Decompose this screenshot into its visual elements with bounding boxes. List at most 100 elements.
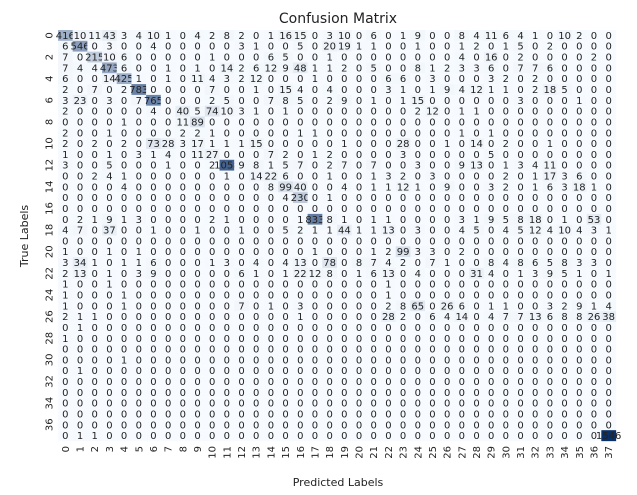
cell-value-label: 0 — [532, 399, 538, 410]
heatmap-cell — [527, 246, 543, 258]
heatmap-cell — [513, 105, 529, 117]
cell-value-label: 10 — [103, 53, 116, 64]
cell-value-label: 0 — [341, 150, 347, 161]
cell-value-label: 0 — [415, 399, 421, 410]
cell-value-label: 6 — [547, 312, 553, 323]
x-tick-label: 3 — [105, 446, 116, 452]
heatmap-cell — [219, 257, 235, 269]
cell-value-label: 38 — [602, 312, 615, 323]
cell-value-label: 0 — [180, 247, 186, 258]
cell-value-label: 1 — [92, 215, 98, 226]
cell-value-label: 0 — [180, 226, 186, 237]
cell-value-label: 7 — [371, 258, 377, 269]
cell-value-label: 5 — [371, 63, 377, 74]
cell-value-label: 0 — [238, 215, 244, 226]
heatmap-cell — [307, 376, 323, 388]
cell-value-label: 0 — [547, 74, 553, 85]
heatmap-cell — [248, 94, 264, 106]
heatmap-cell — [337, 30, 352, 41]
heatmap-cell — [292, 84, 308, 96]
heatmap-cell — [395, 343, 411, 355]
heatmap-cell — [219, 289, 235, 301]
cell-value-label: 1 — [326, 172, 332, 183]
cell-value-label: 0 — [517, 290, 523, 301]
cell-value-label: 0 — [282, 74, 288, 85]
heatmap-cell — [131, 192, 147, 204]
heatmap-cell — [190, 278, 205, 290]
heatmap-cell — [351, 170, 367, 182]
cell-value-label: 0 — [532, 117, 538, 128]
cell-value-label: 0 — [341, 247, 347, 258]
cell-value-label: 0 — [136, 280, 142, 291]
cell-value-label: 1 — [238, 139, 244, 150]
heatmap-cell — [366, 397, 382, 409]
y-tick-label: 36 — [45, 418, 56, 431]
cell-value-label: 0 — [415, 258, 421, 269]
cell-value-label: 3 — [561, 172, 567, 183]
heatmap-cell — [131, 138, 147, 150]
cell-value-label: 0 — [312, 388, 318, 399]
heatmap-cell — [234, 386, 250, 398]
cell-value-label: 0 — [268, 236, 274, 247]
heatmap-cell — [204, 73, 220, 85]
cell-value-label: 5 — [282, 161, 288, 172]
cell-value-label: 1 — [341, 215, 347, 226]
heatmap-cell — [513, 376, 529, 388]
cell-value-label: 0 — [224, 399, 230, 410]
cell-value-label: 0 — [92, 128, 98, 139]
heatmap-cell — [454, 94, 470, 106]
heatmap-cell — [483, 181, 499, 193]
cell-value-label: 0 — [488, 139, 494, 150]
heatmap-cell — [131, 148, 147, 160]
cell-value-label: 0 — [517, 172, 523, 183]
heatmap-cell — [292, 148, 308, 160]
heatmap-cell — [190, 148, 205, 160]
cell-value-label: 0 — [224, 53, 230, 64]
heatmap-cell — [557, 40, 573, 52]
heatmap-cell — [322, 127, 338, 139]
heatmap-cell — [278, 430, 294, 442]
cell-value-label: 0 — [459, 150, 465, 161]
heatmap-cell — [146, 289, 161, 301]
cell-value-label: 0 — [136, 377, 142, 388]
y-tick-label: 6 — [45, 97, 56, 103]
heatmap-cell — [102, 73, 117, 85]
heatmap-cell — [439, 51, 455, 63]
heatmap-cell — [395, 311, 411, 323]
heatmap-cell — [439, 365, 455, 377]
cell-value-label: 0 — [517, 420, 523, 431]
heatmap-cell — [116, 343, 132, 355]
cell-value-label: 0 — [473, 258, 479, 269]
heatmap-cell — [190, 267, 205, 279]
cell-value-label: 0 — [77, 236, 83, 247]
heatmap-cell — [175, 257, 191, 269]
cell-value-label: 0 — [297, 247, 303, 258]
cell-value-label: 0 — [150, 377, 156, 388]
heatmap-cell — [248, 213, 264, 225]
cell-value-label: 0 — [473, 301, 479, 312]
cell-value-label: 0 — [473, 323, 479, 334]
cell-value-label: 0 — [444, 409, 450, 420]
cell-value-label: 0 — [253, 236, 259, 247]
heatmap-cell — [586, 148, 602, 160]
heatmap-cell — [234, 332, 250, 344]
cell-value-label: 0 — [561, 323, 567, 334]
heatmap-cell — [410, 322, 426, 333]
cell-value-label: 18 — [529, 215, 542, 226]
cell-value-label: 0 — [224, 290, 230, 301]
heatmap-cell — [483, 278, 499, 290]
heatmap-cell — [175, 278, 191, 290]
heatmap-cell — [425, 289, 440, 301]
heatmap-cell — [483, 73, 499, 85]
heatmap-cell — [307, 116, 323, 128]
cell-value-label: 0 — [194, 236, 200, 247]
heatmap-cell — [278, 181, 294, 193]
cell-value-label: 0 — [605, 193, 611, 204]
heatmap-cell — [586, 343, 602, 355]
heatmap-cell — [146, 73, 161, 85]
cell-value-label: 13 — [382, 269, 395, 280]
heatmap-cell — [322, 73, 338, 85]
cell-value-label: 0 — [473, 431, 479, 442]
cell-value-label: 0 — [576, 74, 582, 85]
cell-value-label: 0 — [444, 420, 450, 431]
